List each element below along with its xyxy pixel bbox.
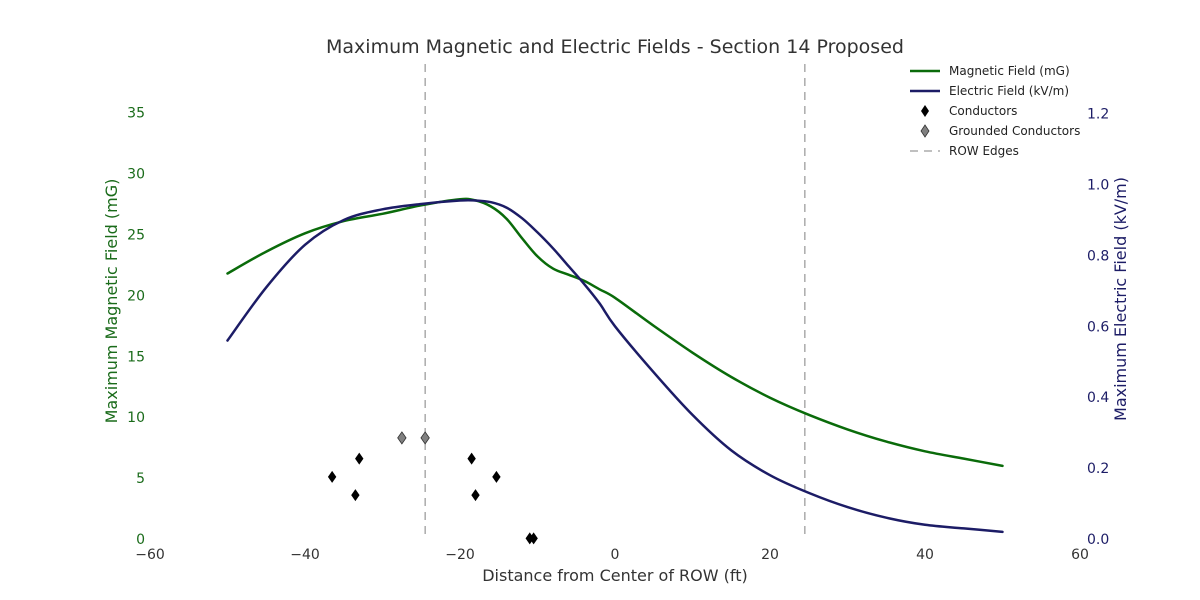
y-right-tick-label: 0.4 — [1087, 390, 1109, 406]
x-tick-label: −60 — [135, 547, 165, 563]
y-right-tick-label: 1.2 — [1087, 107, 1109, 123]
x-tick-label: 60 — [1071, 547, 1089, 563]
electric-field-line — [226, 198, 1004, 534]
grounded-conductor-marker — [420, 431, 430, 445]
y-axis-left-label: Maximum Magnetic Field (mG) — [102, 179, 121, 424]
y-right-tick-label: 0.6 — [1087, 319, 1109, 335]
legend-label-magnetic: Magnetic Field (mG) — [949, 64, 1070, 78]
y-left-tick-label: 0 — [136, 532, 145, 548]
x-axis-label: Distance from Center of ROW (ft) — [482, 566, 748, 585]
conductor-marker — [351, 489, 360, 502]
row-edges-layer — [424, 64, 806, 539]
y-right-tick-label: 0.0 — [1087, 532, 1109, 548]
y-left-tick-label: 15 — [127, 349, 145, 365]
legend-swatch-conductors — [921, 105, 929, 117]
y-left-tick-label: 20 — [127, 288, 145, 304]
y-left-tick-label: 35 — [127, 106, 145, 122]
x-tick-label: 0 — [611, 547, 620, 563]
conductor-marker — [355, 452, 364, 465]
x-axis-ticks: −60 −40 −20 0 20 40 60 — [135, 547, 1089, 563]
y-left-tick-label: 5 — [136, 471, 145, 487]
chart-title: Maximum Magnetic and Electric Fields - S… — [326, 36, 904, 58]
legend-label-row-edges: ROW Edges — [949, 144, 1019, 158]
conductor-marker — [467, 452, 476, 465]
conductor-marker — [492, 470, 501, 483]
conductor-marker — [327, 470, 337, 483]
conductor-markers-layer — [327, 431, 538, 545]
x-tick-label: 40 — [916, 547, 934, 563]
series-layer — [226, 197, 1004, 534]
legend-label-conductors: Conductors — [949, 104, 1017, 118]
grounded-conductor-marker — [397, 431, 407, 445]
magnetic-field-line — [226, 197, 1004, 468]
legend: Magnetic Field (mG) Electric Field (kV/m… — [910, 64, 1080, 158]
y-right-tick-label: 1.0 — [1087, 178, 1109, 194]
x-tick-label: −20 — [445, 547, 475, 563]
y-right-tick-label: 0.2 — [1087, 461, 1109, 477]
y-left-tick-label: 25 — [127, 228, 145, 244]
y-axis-left-ticks: 0 5 10 15 20 25 30 35 — [127, 106, 145, 548]
y-axis-right-label: Maximum Electric Field (kV/m) — [1111, 177, 1130, 421]
x-tick-label: −40 — [290, 547, 320, 563]
y-axis-right-ticks: 0.0 0.2 0.4 0.6 0.8 1.0 1.2 — [1087, 107, 1109, 548]
legend-label-grounded: Grounded Conductors — [949, 124, 1080, 138]
y-left-tick-label: 30 — [127, 167, 145, 183]
conductor-marker — [471, 489, 480, 502]
legend-swatch-grounded — [920, 124, 930, 138]
y-right-tick-label: 0.8 — [1087, 248, 1109, 264]
y-left-tick-label: 10 — [127, 410, 145, 426]
conductor-marker — [529, 532, 538, 545]
legend-label-electric: Electric Field (kV/m) — [949, 84, 1069, 98]
x-tick-label: 20 — [761, 547, 779, 563]
